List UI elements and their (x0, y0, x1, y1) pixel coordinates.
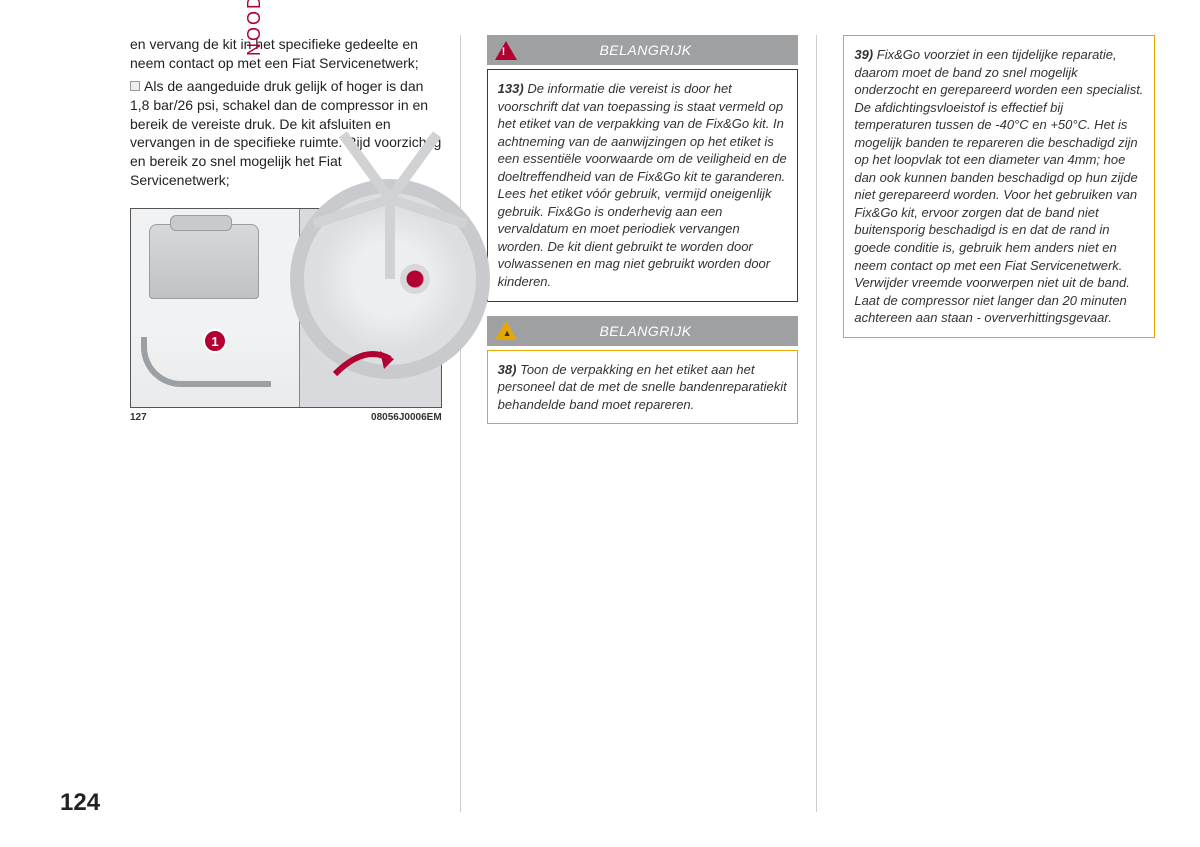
warning-triangle-yellow-icon: ▲ (493, 320, 519, 342)
column-2: ! BELANGRIJK 133) De informatie die vere… (481, 35, 818, 812)
important-banner-red: ! BELANGRIJK (487, 35, 799, 65)
note-number: 133) (498, 81, 524, 96)
col1-para2: Als de aangeduide druk gelijk of hoger i… (130, 77, 442, 190)
bullet-icon (130, 81, 140, 91)
section-label-vertical: NOODGEVALLEN (59, 0, 80, 56)
note-38: 38) Toon de verpakking en het etiket aan… (487, 350, 799, 425)
note-number: 38) (498, 362, 517, 377)
note-133: 133) De informatie die vereist is door h… (487, 69, 799, 302)
banner-title: BELANGRIJK (529, 323, 799, 339)
banner-title: BELANGRIJK (529, 42, 799, 58)
column-1: en vervang de kit in het specifieke gede… (70, 35, 461, 812)
note-text: De informatie die vereist is door het vo… (498, 81, 787, 289)
figure-127: 1 (130, 208, 442, 408)
figure-code: 08056J0006EM (371, 412, 442, 423)
col1-para2-text: Als de aangeduide druk gelijk of hoger i… (130, 78, 441, 188)
page-number: 124 (60, 789, 100, 817)
figure-left-panel: 1 (131, 209, 300, 407)
callout-circle: 1 (203, 329, 227, 353)
page-content: en vervang de kit in het specifieke gede… (0, 0, 1200, 847)
compressor-shape (149, 224, 259, 299)
note-text: Toon de verpakking en het etiket aan het… (498, 362, 787, 412)
warning-triangle-red-icon: ! (493, 39, 519, 61)
col1-body: en vervang de kit in het specifieke gede… (130, 35, 442, 194)
curved-arrow-icon (330, 339, 400, 379)
col1-para1: en vervang de kit in het specifieke gede… (130, 35, 442, 73)
note-text: Fix&Go voorziet in een tijdelijke repara… (854, 47, 1143, 325)
section-label-text: NOODGEVALLEN (244, 0, 264, 56)
figure-right-panel (300, 209, 440, 407)
figure-caption: 127 08056J0006EM (130, 412, 442, 423)
important-banner-yellow: ▲ BELANGRIJK (487, 316, 799, 346)
spoke (313, 194, 392, 228)
spoke (389, 194, 468, 228)
spoke (385, 199, 395, 279)
callout-number: 1 (211, 334, 218, 349)
note-39: 39) Fix&Go voorziet in een tijdelijke re… (843, 35, 1155, 338)
column-3: 39) Fix&Go voorziet in een tijdelijke re… (837, 35, 1155, 812)
note-number: 39) (854, 47, 873, 62)
figure-number: 127 (130, 412, 147, 423)
